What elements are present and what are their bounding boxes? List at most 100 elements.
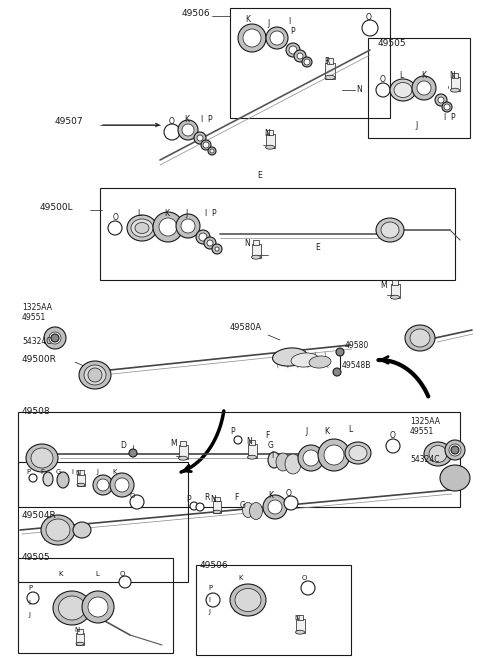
Text: E: E bbox=[257, 170, 262, 180]
Ellipse shape bbox=[49, 332, 61, 344]
Bar bbox=[368, 38, 470, 138]
Text: N: N bbox=[74, 627, 79, 633]
Ellipse shape bbox=[296, 630, 304, 634]
Text: J: J bbox=[305, 428, 307, 436]
Bar bbox=[267, 129, 273, 135]
Ellipse shape bbox=[131, 219, 153, 237]
Ellipse shape bbox=[230, 584, 266, 616]
Text: D: D bbox=[120, 440, 126, 449]
Text: N: N bbox=[264, 129, 270, 137]
Text: L: L bbox=[137, 209, 141, 218]
Ellipse shape bbox=[176, 214, 200, 238]
Ellipse shape bbox=[182, 124, 194, 136]
Ellipse shape bbox=[159, 218, 177, 236]
Ellipse shape bbox=[309, 356, 331, 368]
Ellipse shape bbox=[212, 244, 222, 254]
Text: J: J bbox=[208, 609, 210, 615]
Text: L: L bbox=[348, 426, 352, 434]
Bar bbox=[76, 633, 84, 645]
Ellipse shape bbox=[250, 502, 263, 519]
Circle shape bbox=[336, 348, 344, 356]
Ellipse shape bbox=[76, 642, 84, 645]
Text: F: F bbox=[234, 494, 239, 502]
Bar bbox=[196, 565, 351, 655]
Circle shape bbox=[27, 592, 39, 604]
Ellipse shape bbox=[429, 446, 447, 463]
Circle shape bbox=[51, 334, 59, 342]
Text: O: O bbox=[366, 13, 372, 22]
Ellipse shape bbox=[325, 75, 335, 80]
Bar bbox=[451, 77, 459, 91]
Text: 49504R: 49504R bbox=[22, 512, 57, 521]
Ellipse shape bbox=[235, 589, 261, 612]
Ellipse shape bbox=[238, 24, 266, 52]
Ellipse shape bbox=[449, 444, 461, 456]
Ellipse shape bbox=[208, 147, 216, 155]
Text: K: K bbox=[112, 469, 117, 475]
Ellipse shape bbox=[285, 454, 301, 474]
Text: 1325AA: 1325AA bbox=[410, 418, 440, 426]
Text: E: E bbox=[315, 244, 320, 253]
Text: 49580: 49580 bbox=[345, 341, 369, 350]
Ellipse shape bbox=[268, 500, 282, 514]
Text: F: F bbox=[40, 469, 44, 475]
Text: R: R bbox=[204, 494, 209, 502]
Text: I: I bbox=[204, 209, 206, 218]
Text: O: O bbox=[302, 575, 307, 581]
Text: G: G bbox=[240, 502, 246, 510]
Ellipse shape bbox=[31, 448, 53, 468]
Ellipse shape bbox=[318, 439, 350, 471]
Ellipse shape bbox=[215, 247, 219, 251]
Ellipse shape bbox=[268, 452, 280, 468]
Ellipse shape bbox=[303, 450, 319, 466]
Ellipse shape bbox=[41, 515, 75, 545]
Text: P: P bbox=[26, 469, 30, 475]
Ellipse shape bbox=[153, 212, 183, 242]
Ellipse shape bbox=[291, 353, 319, 367]
Text: P: P bbox=[211, 209, 216, 218]
Ellipse shape bbox=[179, 456, 188, 460]
Ellipse shape bbox=[248, 455, 256, 459]
Ellipse shape bbox=[266, 27, 288, 49]
Circle shape bbox=[29, 474, 37, 482]
Bar bbox=[77, 474, 85, 486]
Text: I: I bbox=[443, 114, 445, 123]
Ellipse shape bbox=[97, 479, 109, 491]
Ellipse shape bbox=[110, 473, 134, 497]
Text: K: K bbox=[324, 428, 329, 436]
Text: O: O bbox=[380, 75, 386, 84]
Ellipse shape bbox=[349, 446, 367, 461]
Ellipse shape bbox=[242, 502, 253, 517]
Text: I: I bbox=[71, 469, 73, 475]
Circle shape bbox=[108, 221, 122, 235]
Ellipse shape bbox=[405, 325, 435, 351]
Text: J: J bbox=[96, 469, 98, 475]
Ellipse shape bbox=[210, 149, 214, 153]
Circle shape bbox=[130, 495, 144, 509]
Text: 54324C: 54324C bbox=[22, 337, 51, 346]
Text: I: I bbox=[208, 597, 210, 603]
Text: P: P bbox=[450, 114, 455, 123]
Bar bbox=[18, 558, 173, 653]
Circle shape bbox=[301, 581, 315, 595]
Ellipse shape bbox=[252, 255, 261, 259]
Text: 49506: 49506 bbox=[200, 560, 228, 570]
Ellipse shape bbox=[115, 478, 129, 492]
Text: G: G bbox=[56, 469, 61, 475]
Text: 49548B: 49548B bbox=[342, 362, 372, 370]
Ellipse shape bbox=[304, 59, 310, 65]
Ellipse shape bbox=[199, 233, 207, 241]
Bar bbox=[327, 58, 334, 64]
Text: I: I bbox=[200, 115, 202, 125]
Ellipse shape bbox=[417, 81, 431, 95]
Text: O: O bbox=[113, 213, 119, 222]
Text: N: N bbox=[356, 86, 362, 94]
Text: 49500R: 49500R bbox=[22, 356, 57, 364]
Ellipse shape bbox=[302, 57, 312, 67]
Text: K: K bbox=[421, 71, 426, 79]
Ellipse shape bbox=[77, 483, 85, 486]
Ellipse shape bbox=[73, 522, 91, 538]
Text: N: N bbox=[449, 71, 455, 79]
Text: K: K bbox=[268, 492, 273, 500]
Ellipse shape bbox=[59, 596, 85, 620]
